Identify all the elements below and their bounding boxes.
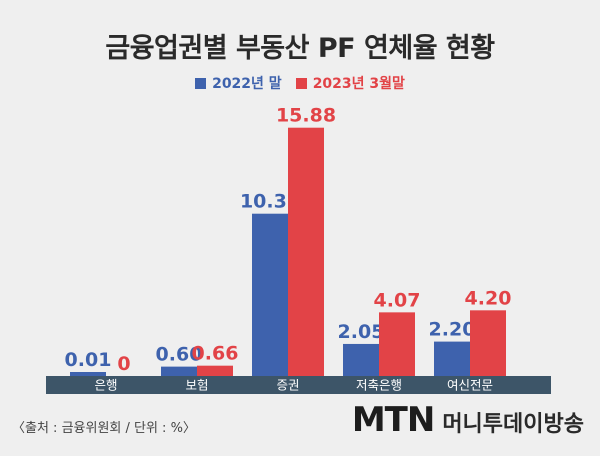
legend-label-2022: 2022년 말 [212,76,282,92]
legend-swatch-2022 [195,77,207,89]
bar-2023-2 [288,127,324,376]
bar-2022-2 [252,213,288,376]
brand-logo: MTN [351,400,435,440]
bar-2023-3 [379,312,415,376]
data-label-2023-4: 4.20 [465,287,512,309]
data-label-2023-0: 0 [117,353,130,375]
legend-item-2023: 2023년 3월말 [295,73,405,93]
legend-swatch-2023 [295,77,307,89]
data-label-2023-1: 0.66 [192,343,239,365]
category-label-3: 저축은행 [356,378,402,393]
data-label-2023-3: 4.07 [374,289,421,311]
data-label-2022-2: 10.38 [240,191,300,213]
bar-2022-4 [434,341,470,376]
brand-logo-block: MTN 머니투데이방송 [352,400,584,440]
data-label-2022-4: 2.20 [429,319,476,341]
source-note: 〈출처 : 금융위원회 / 단위 : %〉 [12,421,196,436]
legend-label-2023: 2023년 3월말 [312,76,405,92]
bar-2022-1 [161,366,197,376]
data-label-2022-3: 2.05 [338,321,385,343]
category-label-2: 증권 [276,378,299,393]
bar-2023-4 [470,310,506,376]
brand-name: 머니투데이방송 [442,412,584,437]
chart-legend: 2022년 말 2023년 3월말 [0,73,600,93]
category-label-4: 여신전문 [447,378,493,393]
data-label-2022-0: 0.01 [65,349,112,371]
category-label-1: 보험 [185,378,208,393]
x-axis-band [46,376,551,394]
bar-2022-0 [70,372,106,376]
data-label-2022-1: 0.60 [156,344,203,366]
bar-chart: 0.01 0은행 0.600.66 보험 10.38 15.88 증권 2.05 4.07 저축은… [46,105,551,394]
legend-item-2022: 2022년 말 [195,73,282,93]
bar-2023-1 [197,365,233,376]
data-label-2023-2: 15.88 [276,105,336,127]
category-label-0: 은행 [94,378,117,393]
bar-2022-3 [343,343,379,376]
chart-title: 금융업권별 부동산 PF 연체율 현황 [105,33,495,64]
